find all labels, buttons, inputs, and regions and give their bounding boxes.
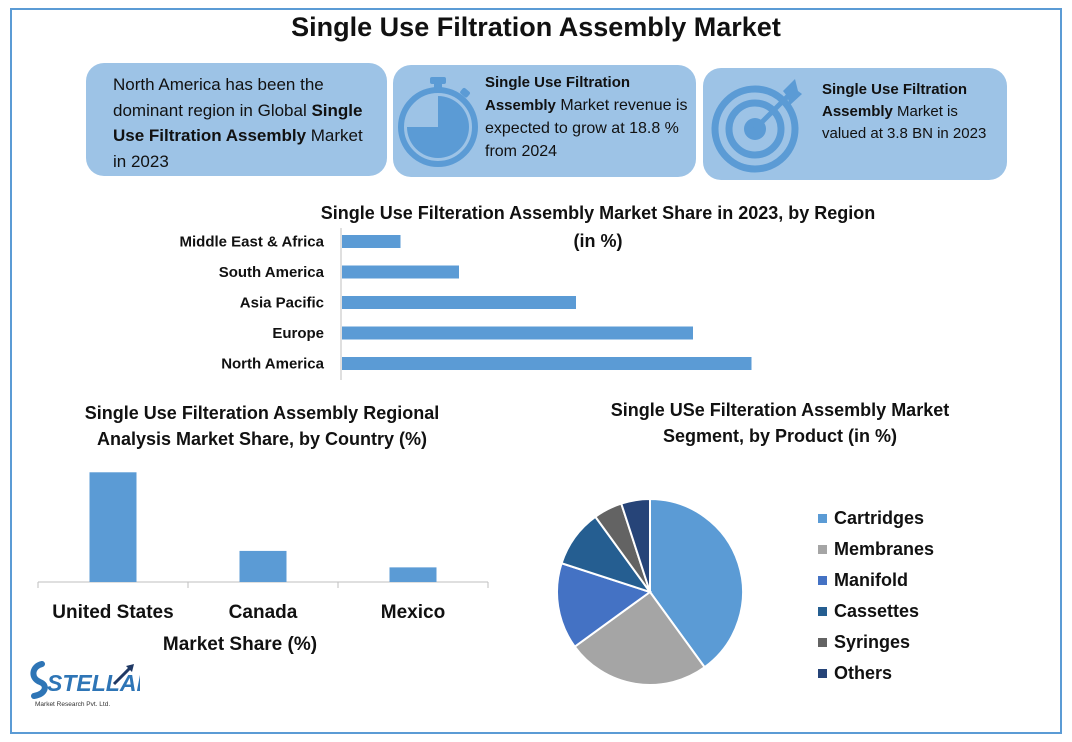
stellar-logo-mark: STELLAR Market Research Pvt. Ltd. (30, 661, 153, 708)
info-card-region: North America has been the dominant regi… (86, 63, 387, 176)
legend-swatch (818, 514, 827, 523)
stopwatch-icon (398, 77, 478, 167)
legend-label: Cassettes (834, 601, 920, 621)
card-text: Single Use Filtration Assembly Market is… (822, 79, 997, 145)
product-chart-title: Single USe Filteration Assembly Market S… (610, 400, 950, 446)
legend-item: Manifold (818, 565, 934, 596)
card-text-post: Market revenue is expected to grow at 18… (485, 97, 688, 160)
region-chart-title: Single Use Filteration Assembly Market S… (320, 203, 876, 223)
legend-label: Manifold (834, 570, 908, 590)
legend-label: Membranes (834, 539, 935, 559)
legend-swatch (818, 576, 827, 585)
legend-item: Cartridges (818, 503, 934, 534)
card-text-bold: Single Use Filtration Assembly (113, 100, 363, 146)
info-card-valuation: Single Use Filtration Assembly Market is… (703, 68, 1007, 180)
legend-swatch (818, 607, 827, 616)
infographic-frame (10, 8, 1062, 734)
card-text-bold: Single Use Filtration Assembly (822, 81, 968, 120)
card-text-post: Market in 2023 (113, 126, 363, 171)
card-text-post: Market is valued at 3.8 BN in 2023 (822, 103, 987, 142)
card-text-pre: North America has been the dominant regi… (113, 75, 324, 120)
legend-swatch (818, 545, 827, 554)
region-chart-subtitle: (in %) (573, 231, 623, 251)
legend-swatch (818, 638, 827, 647)
legend-item: Membranes (818, 534, 934, 565)
legend-swatch (818, 669, 827, 678)
legend-item: Syringes (818, 627, 934, 658)
page-title: Single Use Filtration Assembly Market (291, 12, 781, 42)
logo-name: STELLAR (47, 670, 140, 696)
logo-subtitle: Market Research Pvt. Ltd. (35, 701, 110, 708)
legend-item: Others (818, 658, 934, 689)
legend-item: Cassettes (818, 596, 934, 627)
target-icon (711, 79, 802, 173)
legend-label: Cartridges (834, 508, 925, 528)
card-text: North America has been the dominant regi… (113, 72, 378, 174)
country-chart-xlabel: Market Share (%) (162, 634, 318, 655)
pie-legend: Cartridges Membranes Manifold Cassettes Syri… (818, 503, 934, 689)
info-card-growth: Single Use Filtration Assembly Market re… (393, 65, 696, 177)
country-chart-title: Single Use Filteration Assembly Regional… (84, 403, 440, 449)
stellar-logo: STELLAR Market Research Pvt. Ltd. (30, 656, 153, 712)
card-text-bold: Single Use Filtration Assembly (485, 74, 631, 114)
legend-label: Others (834, 663, 893, 683)
legend-label: Syringes (834, 632, 911, 652)
card-text: Single Use Filtration Assembly Market re… (485, 71, 690, 163)
